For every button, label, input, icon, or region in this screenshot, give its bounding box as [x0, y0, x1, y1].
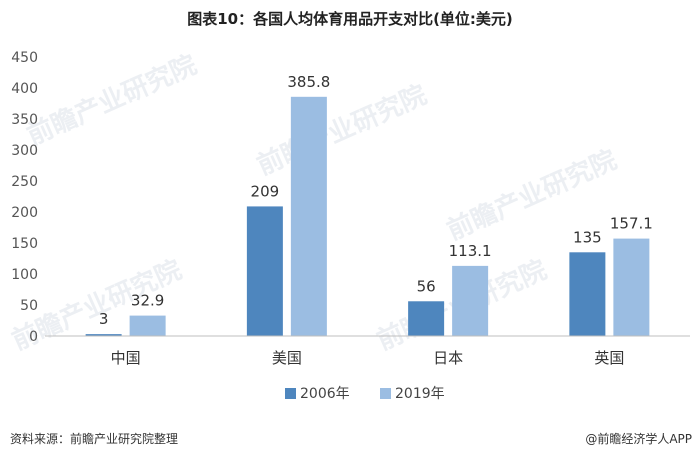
legend-label: 2006年	[300, 386, 350, 402]
credit-note: @前瞻经济学人APP	[585, 432, 692, 446]
bar-2019	[452, 265, 489, 336]
data-label: 209	[251, 182, 280, 200]
bar-2006	[85, 334, 122, 336]
bar-2006	[246, 206, 283, 336]
x-axis: 中国 美国 日本 英国	[45, 335, 690, 367]
bar-chart: 0 50 100 150 200 250 300 350 400 450 3 32.9 209 385.…	[11, 50, 690, 402]
legend: 2006年 2019年	[285, 386, 445, 402]
data-label: 113.1	[449, 242, 492, 260]
bar-2019	[129, 315, 166, 336]
y-tick-label: 450	[11, 50, 38, 66]
y-tick-label: 150	[11, 236, 38, 252]
bar-2019	[613, 238, 650, 336]
y-tick-label: 300	[11, 143, 38, 159]
y-tick-label: 100	[11, 267, 38, 283]
data-label: 385.8	[287, 73, 330, 91]
legend-swatch-2006	[285, 388, 296, 399]
bars: 3 32.9 209 385.8 56 113.1 135 157.1	[85, 73, 653, 336]
category-label: 英国	[594, 349, 624, 367]
y-axis: 0 50 100 150 200 250 300 350 400 450	[11, 50, 38, 345]
y-tick-label: 200	[11, 205, 38, 221]
data-label: 157.1	[610, 215, 653, 233]
category-label: 日本	[433, 349, 463, 367]
data-label: 56	[417, 277, 436, 295]
legend-swatch-2019	[380, 388, 391, 399]
y-tick-label: 250	[11, 174, 38, 190]
chart-title: 图表10：各国人均体育用品开支对比(单位:美元)	[187, 10, 513, 28]
data-label: 135	[573, 228, 602, 246]
data-label: 3	[99, 310, 109, 328]
legend-label: 2019年	[395, 386, 445, 402]
source-note: 资料来源：前瞻产业研究院整理	[10, 432, 179, 446]
bar-2019	[290, 96, 327, 336]
y-tick-label: 50	[20, 298, 38, 314]
bar-2006	[569, 252, 606, 336]
y-tick-label: 350	[11, 112, 38, 128]
data-label: 32.9	[131, 292, 164, 310]
category-label: 中国	[111, 349, 141, 367]
category-label: 美国	[272, 349, 302, 367]
bar-2006	[408, 301, 445, 336]
y-tick-label: 400	[11, 81, 38, 97]
y-tick-label: 0	[29, 329, 38, 345]
